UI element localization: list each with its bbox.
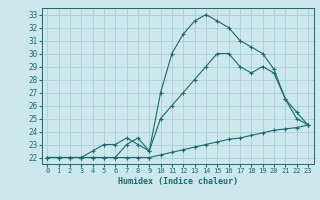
X-axis label: Humidex (Indice chaleur): Humidex (Indice chaleur) [118,177,237,186]
